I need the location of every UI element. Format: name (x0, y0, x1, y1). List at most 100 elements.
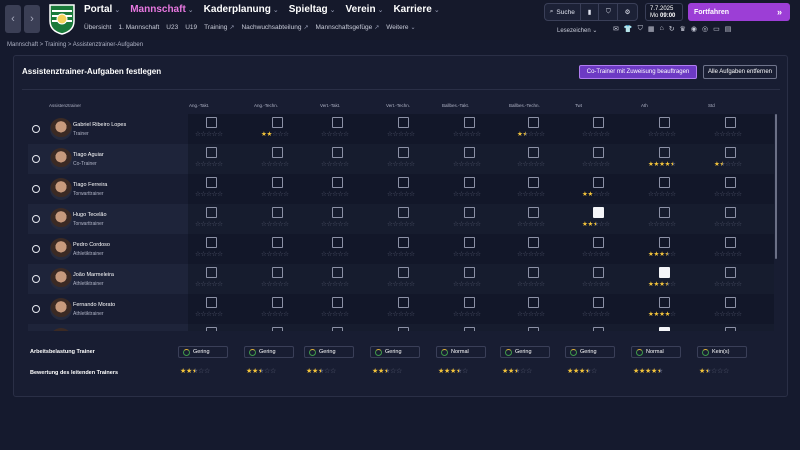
task-checkbox[interactable] (398, 177, 409, 188)
task-checkbox[interactable] (206, 117, 217, 128)
menu-item-5[interactable]: Karriere ⌄ (393, 4, 439, 15)
task-checkbox[interactable] (464, 177, 475, 188)
select-radio[interactable] (32, 155, 40, 163)
trophy-icon[interactable]: ♛ (679, 26, 686, 33)
task-checkbox[interactable] (659, 117, 670, 128)
submenu-item-6[interactable]: Mannschaftsgefüge ↗ (315, 24, 379, 31)
building-icon[interactable]: ⌂ (659, 25, 664, 32)
submenu-item-0[interactable]: Übersicht (84, 24, 111, 31)
scrollbar[interactable] (775, 114, 777, 259)
task-checkbox[interactable] (398, 147, 409, 158)
task-checkbox[interactable] (659, 297, 670, 308)
back-button[interactable]: ‹ (5, 5, 21, 33)
task-checkbox[interactable] (528, 237, 539, 248)
task-checkbox[interactable] (206, 267, 217, 278)
task-checkbox[interactable] (332, 147, 343, 158)
continue-button[interactable]: Fortfahren » (688, 3, 790, 21)
task-checkbox[interactable] (272, 117, 283, 128)
task-checkbox[interactable] (725, 267, 736, 278)
select-radio[interactable] (32, 215, 40, 223)
task-checkbox[interactable] (464, 117, 475, 128)
task-checkbox[interactable] (398, 267, 409, 278)
task-checkbox[interactable] (332, 117, 343, 128)
task-checkbox[interactable] (464, 147, 475, 158)
task-checkbox[interactable] (332, 267, 343, 278)
task-checkbox[interactable] (725, 327, 736, 331)
menu-item-1[interactable]: Mannschaft ⌄ (130, 4, 193, 15)
calendar-icon[interactable]: ▦ (647, 26, 655, 33)
task-checkbox[interactable] (464, 267, 475, 278)
table-row[interactable]: ‎Tiago Aguiar Co-Trainer ☆☆☆☆☆ ☆☆☆☆☆ ☆☆☆☆☆ ☆☆… (28, 144, 774, 174)
task-checkbox[interactable] (593, 207, 604, 218)
shield-icon[interactable]: ⛉ (637, 25, 643, 32)
table-row[interactable]: ‎Tiago Ferreira Torwarttrainer ☆☆☆☆☆ ☆☆☆☆☆ ☆… (28, 174, 774, 204)
task-checkbox[interactable] (659, 267, 670, 278)
task-checkbox[interactable] (332, 207, 343, 218)
submenu-item-4[interactable]: Training ↗ (204, 24, 234, 31)
task-checkbox[interactable] (528, 177, 539, 188)
task-checkbox[interactable] (206, 237, 217, 248)
menu-item-3[interactable]: Spieltag ⌄ (289, 4, 336, 15)
task-checkbox[interactable] (272, 177, 283, 188)
task-checkbox[interactable] (659, 207, 670, 218)
grid-icon[interactable]: ▤ (724, 26, 732, 33)
chat-icon[interactable]: ✉ (613, 26, 619, 33)
task-checkbox[interactable] (272, 267, 283, 278)
submenu-item-5[interactable]: Nachwuchsabteilung ↗ (241, 24, 308, 31)
card-icon[interactable]: ▭ (713, 26, 720, 33)
task-checkbox[interactable] (332, 237, 343, 248)
task-checkbox[interactable] (593, 297, 604, 308)
table-row[interactable]: ‎Fernando Morato Athletiktrainer ☆☆☆☆☆ ☆☆☆☆… (28, 294, 774, 324)
task-checkbox[interactable] (272, 237, 283, 248)
table-row[interactable]: ‎Pedro Cordoso Athletiktrainer ☆☆☆☆☆ ☆☆☆☆☆ ☆… (28, 234, 774, 264)
search-button[interactable]: ⌕ Suche (545, 4, 581, 20)
assign-cotrainer-button[interactable]: Co-Trainer mit Zuweisung beauftragen (579, 65, 697, 79)
ball-icon[interactable]: ◉ (690, 26, 697, 33)
submenu-item-1[interactable]: 1. Mannschaft (118, 24, 159, 31)
task-checkbox[interactable] (528, 147, 539, 158)
task-checkbox[interactable] (272, 207, 283, 218)
refresh-icon[interactable]: ↻ (668, 26, 675, 33)
task-checkbox[interactable] (725, 177, 736, 188)
task-checkbox[interactable] (272, 297, 283, 308)
task-checkbox[interactable] (206, 207, 217, 218)
task-checkbox[interactable] (593, 327, 604, 331)
remove-all-tasks-button[interactable]: Alle Aufgaben entfernen (703, 65, 777, 79)
task-checkbox[interactable] (464, 207, 475, 218)
task-checkbox[interactable] (725, 297, 736, 308)
task-checkbox[interactable] (398, 207, 409, 218)
task-checkbox[interactable] (332, 297, 343, 308)
submenu-item-3[interactable]: U19 (185, 24, 197, 31)
menu-item-4[interactable]: Verein ⌄ (346, 4, 384, 15)
task-checkbox[interactable] (593, 177, 604, 188)
select-radio[interactable] (32, 245, 40, 253)
task-checkbox[interactable] (725, 237, 736, 248)
task-checkbox[interactable] (206, 147, 217, 158)
task-checkbox[interactable] (332, 327, 343, 331)
task-checkbox[interactable] (725, 117, 736, 128)
task-checkbox[interactable] (725, 207, 736, 218)
task-checkbox[interactable] (659, 327, 670, 331)
task-checkbox[interactable] (593, 117, 604, 128)
task-checkbox[interactable] (528, 207, 539, 218)
submenu-item-2[interactable]: U23 (166, 24, 178, 31)
task-checkbox[interactable] (332, 177, 343, 188)
task-checkbox[interactable] (206, 327, 217, 331)
task-checkbox[interactable] (398, 297, 409, 308)
submenu-item-7[interactable]: Weitere ⌄ (386, 24, 415, 31)
task-checkbox[interactable] (528, 297, 539, 308)
task-checkbox[interactable] (398, 327, 409, 331)
task-checkbox[interactable] (659, 237, 670, 248)
task-checkbox[interactable] (528, 327, 539, 331)
select-radio[interactable] (32, 125, 40, 133)
shirt-icon[interactable]: 👕 (623, 26, 633, 33)
task-checkbox[interactable] (464, 327, 475, 331)
task-checkbox[interactable] (464, 297, 475, 308)
table-row[interactable]: ‎Gonçalo Álvaro☆☆☆☆☆☆☆☆☆☆☆☆☆☆☆☆☆☆☆☆☆☆☆☆☆… (28, 324, 774, 331)
menu-item-0[interactable]: Portal ⌄ (84, 4, 120, 15)
task-checkbox[interactable] (659, 177, 670, 188)
task-checkbox[interactable] (593, 267, 604, 278)
select-radio[interactable] (32, 275, 40, 283)
task-checkbox[interactable] (464, 237, 475, 248)
task-checkbox[interactable] (206, 177, 217, 188)
